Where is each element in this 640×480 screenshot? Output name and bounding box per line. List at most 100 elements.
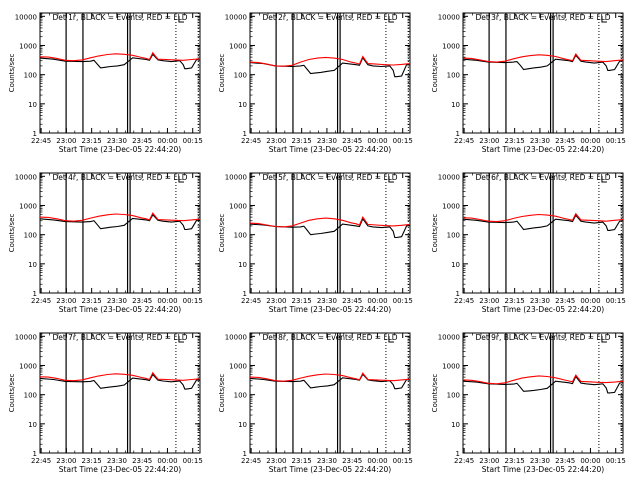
bracket-marker bbox=[178, 336, 184, 343]
x-tick-label: 23:30 bbox=[107, 457, 127, 465]
y-tick-label: 100 bbox=[24, 392, 37, 400]
lld-series-line bbox=[249, 215, 411, 228]
y-tick-label: 1 bbox=[243, 130, 247, 138]
plot-frame bbox=[462, 12, 624, 134]
y-tick-label: 1 bbox=[33, 130, 37, 138]
y-tick-label: 10 bbox=[451, 101, 460, 109]
x-tick-label: 00:15 bbox=[393, 137, 413, 145]
x-tick-label: 23:15 bbox=[82, 297, 102, 305]
y-tick-label: 1 bbox=[33, 450, 37, 458]
y-tick-label: 1000 bbox=[442, 42, 460, 50]
x-axis-label: Start Time (23-Dec-05 22:44:20) bbox=[482, 145, 604, 154]
bracket-marker bbox=[601, 176, 607, 183]
x-tick-label: 00:00 bbox=[367, 297, 387, 305]
y-axis-label: Counts/sec bbox=[8, 214, 16, 253]
panel-det-7: 1 10 100 1000 10000 22:45 23:00 23:15 23:30 23:45… bbox=[8, 332, 203, 474]
x-tick-label: 23:15 bbox=[505, 297, 525, 305]
panel-title: Det 7r, BLACK = Events, RED = LLD bbox=[52, 333, 187, 342]
x-tick-label: 22:45 bbox=[31, 137, 51, 145]
x-tick-label: 23:00 bbox=[479, 297, 499, 305]
x-tick-label: 23:00 bbox=[56, 457, 76, 465]
x-tick-label: 00:00 bbox=[157, 137, 177, 145]
y-tick-label: 1 bbox=[243, 450, 247, 458]
x-tick-label: 00:00 bbox=[580, 297, 600, 305]
x-tick-label: 00:15 bbox=[183, 137, 203, 145]
panel-det-4: 1 10 100 1000 10000 22:45 23:00 23:15 23:30 23:45… bbox=[8, 172, 203, 314]
x-tick-label: 00:15 bbox=[183, 297, 203, 305]
x-axis-label: Start Time (23-Dec-05 22:44:20) bbox=[59, 305, 181, 314]
x-tick-label: 22:45 bbox=[241, 297, 261, 305]
bracket-marker bbox=[388, 16, 394, 23]
y-tick-label: 10000 bbox=[225, 173, 247, 181]
y-tick-label: 10 bbox=[451, 421, 460, 429]
lld-series-line bbox=[249, 372, 411, 382]
x-axis-label: Start Time (23-Dec-05 22:44:20) bbox=[59, 145, 181, 154]
x-axis-label: Start Time (23-Dec-05 22:44:20) bbox=[59, 465, 181, 474]
lld-series-line bbox=[462, 52, 624, 63]
plot-frame bbox=[462, 172, 624, 294]
x-tick-label: 00:15 bbox=[606, 457, 626, 465]
x-tick-label: 23:45 bbox=[342, 137, 362, 145]
y-tick-label: 1000 bbox=[229, 42, 247, 50]
y-axis-label: Counts/sec bbox=[8, 374, 16, 413]
x-tick-label: 00:00 bbox=[157, 297, 177, 305]
y-tick-label: 10000 bbox=[15, 173, 37, 181]
x-tick-label: 23:30 bbox=[530, 137, 550, 145]
y-tick-label: 1000 bbox=[229, 362, 247, 370]
x-tick-label: 23:15 bbox=[292, 297, 312, 305]
x-tick-label: 00:15 bbox=[606, 137, 626, 145]
panel-det-2: 1 10 100 1000 10000 22:45 23:00 23:15 23:30 23:45… bbox=[218, 12, 413, 154]
y-tick-label: 10 bbox=[238, 421, 247, 429]
plot-frame bbox=[249, 172, 411, 294]
x-tick-label: 00:00 bbox=[367, 137, 387, 145]
events-series-line bbox=[462, 375, 624, 394]
y-tick-label: 100 bbox=[24, 232, 37, 240]
events-series-line bbox=[249, 373, 411, 390]
panel-det-6: 1 10 100 1000 10000 22:45 23:00 23:15 23:30 23:45… bbox=[431, 172, 626, 314]
x-tick-label: 23:45 bbox=[132, 137, 152, 145]
x-tick-label: 22:45 bbox=[454, 297, 474, 305]
panel-det-1: 1 10 100 1000 10000 22:45 23:00 23:15 23:30 23:45… bbox=[8, 12, 203, 154]
y-axis-label: Counts/sec bbox=[218, 214, 226, 253]
panel-title: Det 2r, BLACK = Events, RED = LLD bbox=[262, 13, 397, 22]
x-tick-label: 22:45 bbox=[454, 457, 474, 465]
x-tick-label: 23:30 bbox=[107, 297, 127, 305]
y-tick-label: 10 bbox=[28, 421, 37, 429]
y-tick-label: 1 bbox=[456, 130, 460, 138]
lld-series-line bbox=[462, 212, 624, 223]
plot-frame bbox=[39, 332, 201, 454]
bracket-marker bbox=[178, 16, 184, 23]
y-tick-label: 10 bbox=[451, 261, 460, 269]
plot-frame bbox=[39, 172, 201, 294]
panel-title: Det 3r, BLACK = Events, RED = LLD bbox=[475, 13, 610, 22]
x-tick-label: 22:45 bbox=[31, 297, 51, 305]
panel-title: Det 8r, BLACK = Events, RED = LLD bbox=[262, 333, 397, 342]
y-tick-label: 10 bbox=[28, 101, 37, 109]
x-tick-label: 22:45 bbox=[454, 137, 474, 145]
y-tick-label: 1 bbox=[243, 290, 247, 298]
y-tick-label: 10000 bbox=[438, 333, 460, 341]
x-tick-label: 23:30 bbox=[107, 137, 127, 145]
y-tick-label: 100 bbox=[24, 72, 37, 80]
y-tick-label: 1000 bbox=[19, 202, 37, 210]
bracket-marker bbox=[388, 176, 394, 183]
bracket-marker bbox=[601, 336, 607, 343]
y-tick-label: 10000 bbox=[225, 13, 247, 21]
y-tick-label: 100 bbox=[234, 72, 247, 80]
bracket-marker bbox=[178, 176, 184, 183]
x-tick-label: 23:15 bbox=[292, 457, 312, 465]
lld-series-line bbox=[39, 51, 201, 62]
lld-series-line bbox=[39, 371, 201, 382]
panel-title: Det 9r, BLACK = Events, RED = LLD bbox=[475, 333, 610, 342]
x-tick-label: 00:00 bbox=[580, 137, 600, 145]
plot-frame bbox=[39, 12, 201, 134]
x-tick-label: 23:45 bbox=[555, 297, 575, 305]
y-tick-label: 1000 bbox=[229, 202, 247, 210]
plot-frame bbox=[462, 332, 624, 454]
x-tick-label: 23:15 bbox=[82, 457, 102, 465]
y-tick-label: 100 bbox=[447, 232, 460, 240]
x-tick-label: 23:15 bbox=[82, 137, 102, 145]
x-tick-label: 23:45 bbox=[132, 297, 152, 305]
y-tick-label: 1 bbox=[456, 290, 460, 298]
